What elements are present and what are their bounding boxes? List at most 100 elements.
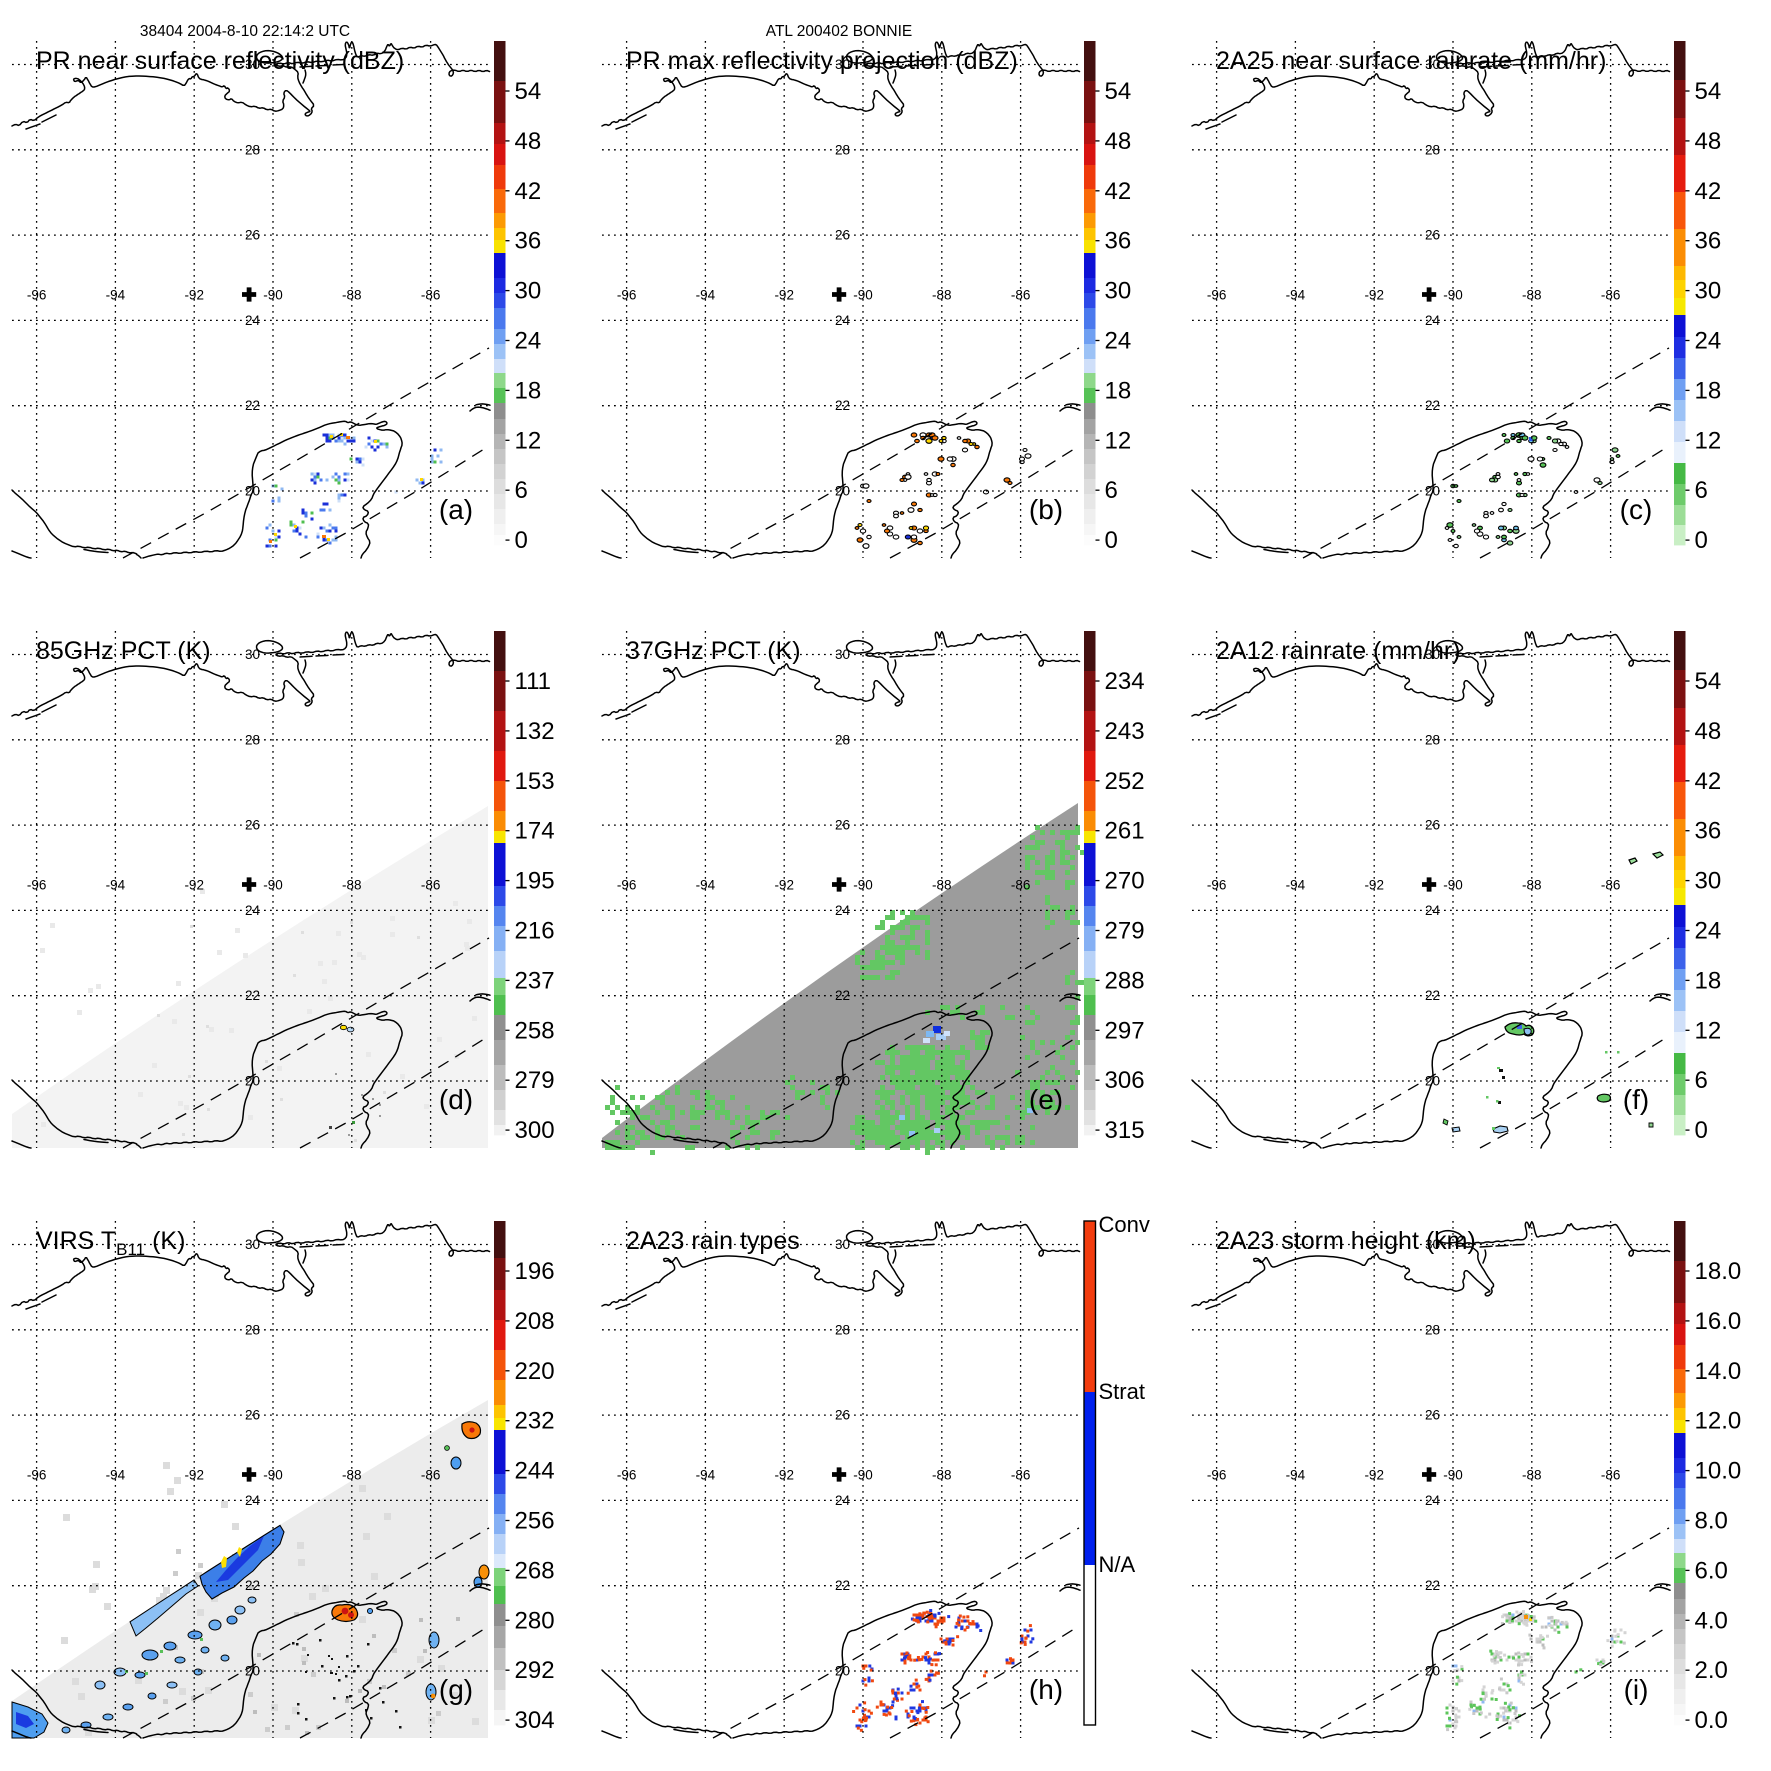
svg-text:237: 237 [515,967,555,994]
svg-text:0.0: 0.0 [1695,1707,1728,1734]
svg-text:306: 306 [1105,1067,1145,1094]
svg-text:54: 54 [1105,78,1132,105]
svg-text:258: 258 [515,1017,555,1044]
svg-text:12: 12 [515,427,542,454]
svg-text:0: 0 [1105,527,1118,554]
svg-text:18: 18 [1695,967,1722,994]
svg-text:(e): (e) [1029,1084,1063,1115]
svg-text:261: 261 [1105,818,1145,845]
svg-text:6: 6 [1105,477,1118,504]
svg-text:PR max reflectivity projection: PR max reflectivity projection (dBZ) [626,47,1018,75]
svg-text:N/A: N/A [1099,1552,1136,1577]
svg-text:300: 300 [515,1117,555,1144]
svg-text:10.0: 10.0 [1695,1458,1742,1485]
svg-text:12: 12 [1695,1017,1722,1044]
svg-text:18: 18 [1695,377,1722,404]
svg-text:18: 18 [515,377,542,404]
svg-text:24: 24 [1105,328,1132,355]
svg-text:36: 36 [515,228,542,255]
svg-text:244: 244 [515,1458,555,1485]
svg-text:111: 111 [515,668,551,695]
svg-text:30: 30 [1695,868,1722,895]
svg-text:54: 54 [1695,668,1722,695]
svg-text:30: 30 [1105,278,1132,305]
svg-text:153: 153 [515,768,555,795]
svg-text:(b): (b) [1029,494,1063,525]
svg-text:208: 208 [515,1308,555,1335]
svg-text:(a): (a) [439,494,473,525]
svg-text:2A23 storm height (km): 2A23 storm height (km) [1216,1227,1476,1255]
svg-text:292: 292 [515,1657,555,1684]
svg-text:196: 196 [515,1258,555,1285]
svg-text:232: 232 [515,1408,555,1435]
svg-text:16.0: 16.0 [1695,1308,1742,1335]
svg-text:Strat: Strat [1099,1379,1145,1404]
svg-text:2A23 rain types: 2A23 rain types [626,1227,800,1255]
svg-text:132: 132 [515,718,555,745]
svg-text:54: 54 [1695,78,1722,105]
svg-text:(d): (d) [439,1084,473,1115]
svg-text:6.0: 6.0 [1695,1557,1728,1584]
svg-text:12: 12 [1105,427,1132,454]
svg-text:42: 42 [1105,178,1132,205]
svg-text:18: 18 [1105,377,1132,404]
svg-text:6: 6 [1695,1067,1708,1094]
svg-text:174: 174 [515,818,555,845]
svg-text:24: 24 [515,328,542,355]
svg-text:30: 30 [1695,278,1722,305]
svg-text:48: 48 [1695,128,1722,155]
svg-text:(i): (i) [1624,1674,1649,1705]
svg-text:(f): (f) [1623,1084,1649,1115]
svg-text:30: 30 [515,278,542,305]
svg-text:48: 48 [1105,128,1132,155]
svg-text:0: 0 [515,527,528,554]
svg-text:36: 36 [1105,228,1132,255]
svg-text:48: 48 [515,128,542,155]
svg-text:12: 12 [1695,427,1722,454]
svg-text:37GHz PCT (K): 37GHz PCT (K) [626,637,801,665]
svg-text:14.0: 14.0 [1695,1358,1742,1385]
svg-text:ATL 200402 BONNIE: ATL 200402 BONNIE [766,23,912,40]
svg-text:8.0: 8.0 [1695,1508,1728,1535]
svg-text:(c): (c) [1620,494,1653,525]
svg-text:18.0: 18.0 [1695,1258,1742,1285]
svg-text:42: 42 [1695,178,1722,205]
svg-text:279: 279 [1105,918,1145,945]
svg-text:268: 268 [515,1557,555,1584]
svg-text:54: 54 [515,78,542,105]
svg-text:36: 36 [1695,228,1722,255]
svg-text:42: 42 [515,178,542,205]
svg-text:36: 36 [1695,818,1722,845]
svg-text:216: 216 [515,918,555,945]
svg-text:195: 195 [515,868,555,895]
svg-text:42: 42 [1695,768,1722,795]
svg-text:24: 24 [1695,328,1722,355]
svg-text:279: 279 [515,1067,555,1094]
svg-text:12.0: 12.0 [1695,1408,1742,1435]
svg-text:(g): (g) [439,1674,473,1705]
svg-text:VIRS TB11 (K): VIRS TB11 (K) [36,1227,185,1259]
svg-text:0: 0 [1695,527,1708,554]
svg-text:48: 48 [1695,718,1722,745]
svg-text:Conv: Conv [1099,1212,1150,1237]
svg-text:297: 297 [1105,1017,1145,1044]
svg-text:315: 315 [1105,1117,1145,1144]
svg-text:6: 6 [515,477,528,504]
svg-text:0: 0 [1695,1117,1708,1144]
svg-text:85GHz PCT (K): 85GHz PCT (K) [36,637,211,665]
svg-text:24: 24 [1695,918,1722,945]
svg-text:(h): (h) [1029,1674,1063,1705]
svg-text:243: 243 [1105,718,1145,745]
svg-text:256: 256 [515,1508,555,1535]
svg-text:270: 270 [1105,868,1145,895]
svg-text:234: 234 [1105,668,1145,695]
svg-text:280: 280 [515,1607,555,1634]
svg-text:252: 252 [1105,768,1145,795]
svg-text:288: 288 [1105,967,1145,994]
svg-text:4.0: 4.0 [1695,1607,1728,1634]
svg-text:304: 304 [515,1707,555,1734]
svg-text:2.0: 2.0 [1695,1657,1728,1684]
svg-text:2A12 rainrate (mm/hr): 2A12 rainrate (mm/hr) [1216,637,1461,665]
svg-text:PR near surface reflectivity (: PR near surface reflectivity (dBZ) [36,47,404,75]
svg-text:220: 220 [515,1358,555,1385]
